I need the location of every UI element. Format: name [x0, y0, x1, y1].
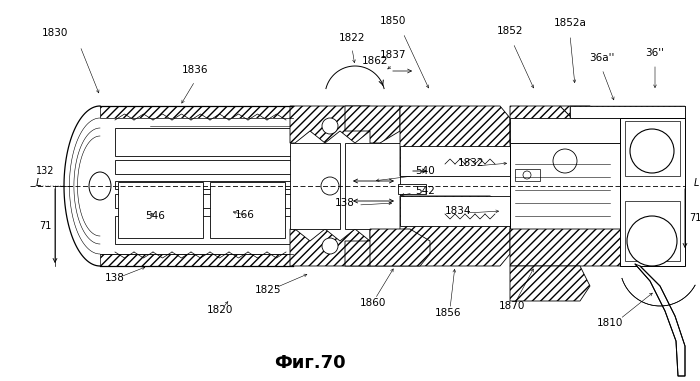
Text: 540: 540 — [415, 166, 435, 176]
Text: 1852: 1852 — [497, 26, 524, 36]
Bar — [210, 182, 285, 238]
Polygon shape — [290, 229, 370, 266]
Bar — [570, 106, 685, 118]
Text: 1836: 1836 — [182, 65, 209, 75]
Text: 1825: 1825 — [255, 285, 281, 295]
Polygon shape — [400, 196, 510, 266]
Circle shape — [321, 177, 339, 195]
Polygon shape — [635, 264, 685, 376]
Bar — [510, 143, 655, 229]
Text: 1832: 1832 — [458, 158, 484, 168]
Circle shape — [322, 238, 338, 254]
Text: 1834: 1834 — [445, 206, 472, 216]
Bar — [400, 146, 510, 176]
Bar — [345, 143, 400, 229]
Text: 36'': 36'' — [645, 48, 664, 58]
Bar — [625, 201, 680, 261]
Bar — [115, 194, 293, 208]
Circle shape — [553, 149, 577, 173]
Text: 1820: 1820 — [206, 305, 233, 315]
Ellipse shape — [89, 172, 111, 200]
Text: 166: 166 — [235, 210, 255, 220]
Text: 138: 138 — [105, 273, 125, 283]
Bar — [100, 106, 293, 118]
Text: L: L — [693, 178, 699, 188]
Text: 1860: 1860 — [360, 298, 386, 308]
Bar — [570, 106, 685, 118]
Bar — [118, 182, 203, 238]
Bar — [510, 118, 655, 143]
Bar — [115, 128, 293, 156]
Circle shape — [523, 171, 531, 179]
Bar — [400, 196, 510, 226]
Circle shape — [322, 118, 338, 134]
Text: 138: 138 — [335, 198, 355, 208]
Text: L: L — [35, 178, 41, 188]
Text: 132: 132 — [36, 166, 55, 176]
Polygon shape — [400, 106, 510, 176]
Bar — [115, 181, 293, 189]
Circle shape — [630, 129, 674, 173]
Text: 1830: 1830 — [42, 28, 68, 38]
Bar — [115, 216, 293, 244]
Text: Фиг.70: Фиг.70 — [274, 354, 346, 372]
Bar — [100, 118, 293, 254]
Text: 1837: 1837 — [379, 50, 406, 60]
Polygon shape — [510, 266, 590, 301]
Text: 546: 546 — [145, 211, 165, 221]
Polygon shape — [370, 229, 430, 266]
Text: 542: 542 — [415, 186, 435, 196]
Polygon shape — [345, 229, 400, 266]
Bar — [290, 143, 340, 229]
Circle shape — [627, 216, 677, 266]
Text: 1850: 1850 — [380, 16, 406, 26]
Polygon shape — [290, 106, 370, 143]
Bar — [398, 184, 426, 194]
Bar — [570, 106, 685, 118]
Text: 1852a: 1852a — [554, 18, 587, 28]
Bar — [580, 118, 675, 131]
Polygon shape — [510, 229, 660, 266]
Polygon shape — [345, 106, 400, 143]
Polygon shape — [560, 106, 595, 131]
Text: 1870: 1870 — [499, 301, 525, 311]
Text: 1856: 1856 — [435, 308, 461, 318]
Bar — [515, 169, 540, 181]
Text: 71: 71 — [689, 213, 700, 223]
Text: 71: 71 — [38, 221, 51, 231]
Text: 1810: 1810 — [597, 318, 623, 328]
Bar — [625, 121, 680, 176]
Bar — [115, 160, 293, 174]
Text: 1862: 1862 — [361, 56, 388, 66]
Polygon shape — [510, 106, 575, 143]
Text: 1822: 1822 — [339, 33, 365, 43]
Bar — [620, 118, 685, 266]
Bar — [100, 254, 293, 266]
Text: 36a'': 36a'' — [589, 53, 615, 63]
